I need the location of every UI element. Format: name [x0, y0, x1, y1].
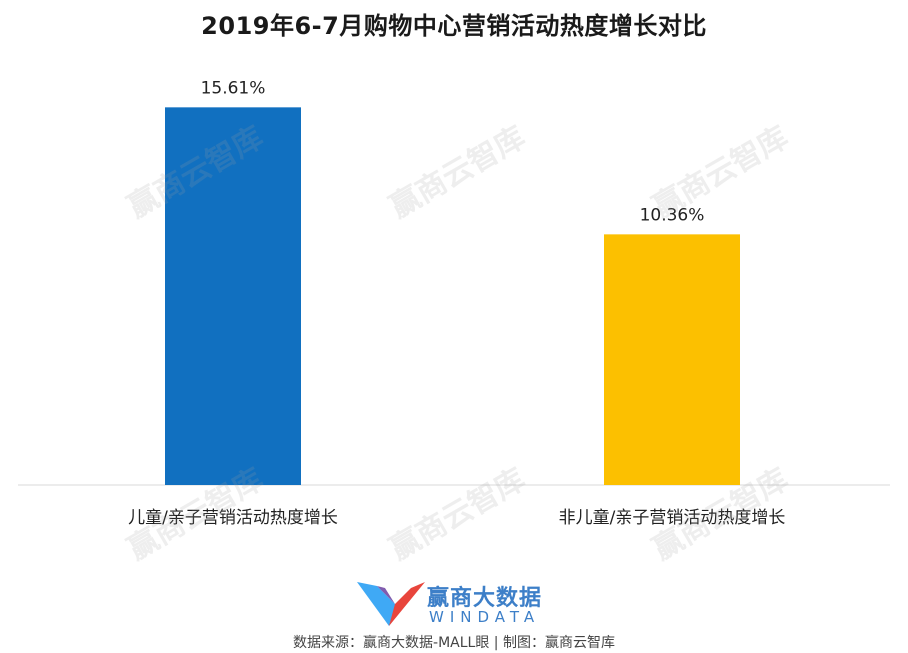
bar-1 [165, 107, 301, 485]
source-note: 数据来源：赢商大数据-MALL眼 | 制图：赢商云智库 [293, 635, 615, 651]
bar-2 [604, 234, 740, 485]
category-label-1: 儿童/亲子营销活动热度增长 [128, 508, 338, 528]
bar-chart: 15.61% 儿童/亲子营销活动热度增长 10.36% 非儿童/亲子营销活动热度增长 [18, 78, 890, 528]
category-label-2: 非儿童/亲子营销活动热度增长 [559, 508, 786, 528]
logo-mark-icon [357, 582, 425, 626]
data-label-2: 10.36% [640, 205, 705, 225]
chart-title: 2019年6-7月购物中心营销活动热度增长对比 [201, 12, 707, 40]
logo-text-cn: 赢商大数据 [427, 586, 543, 611]
logo-text-en: WINDATA [429, 608, 541, 626]
data-label-1: 15.61% [201, 78, 266, 98]
windata-logo: 赢商大数据 WINDATA [355, 578, 555, 630]
